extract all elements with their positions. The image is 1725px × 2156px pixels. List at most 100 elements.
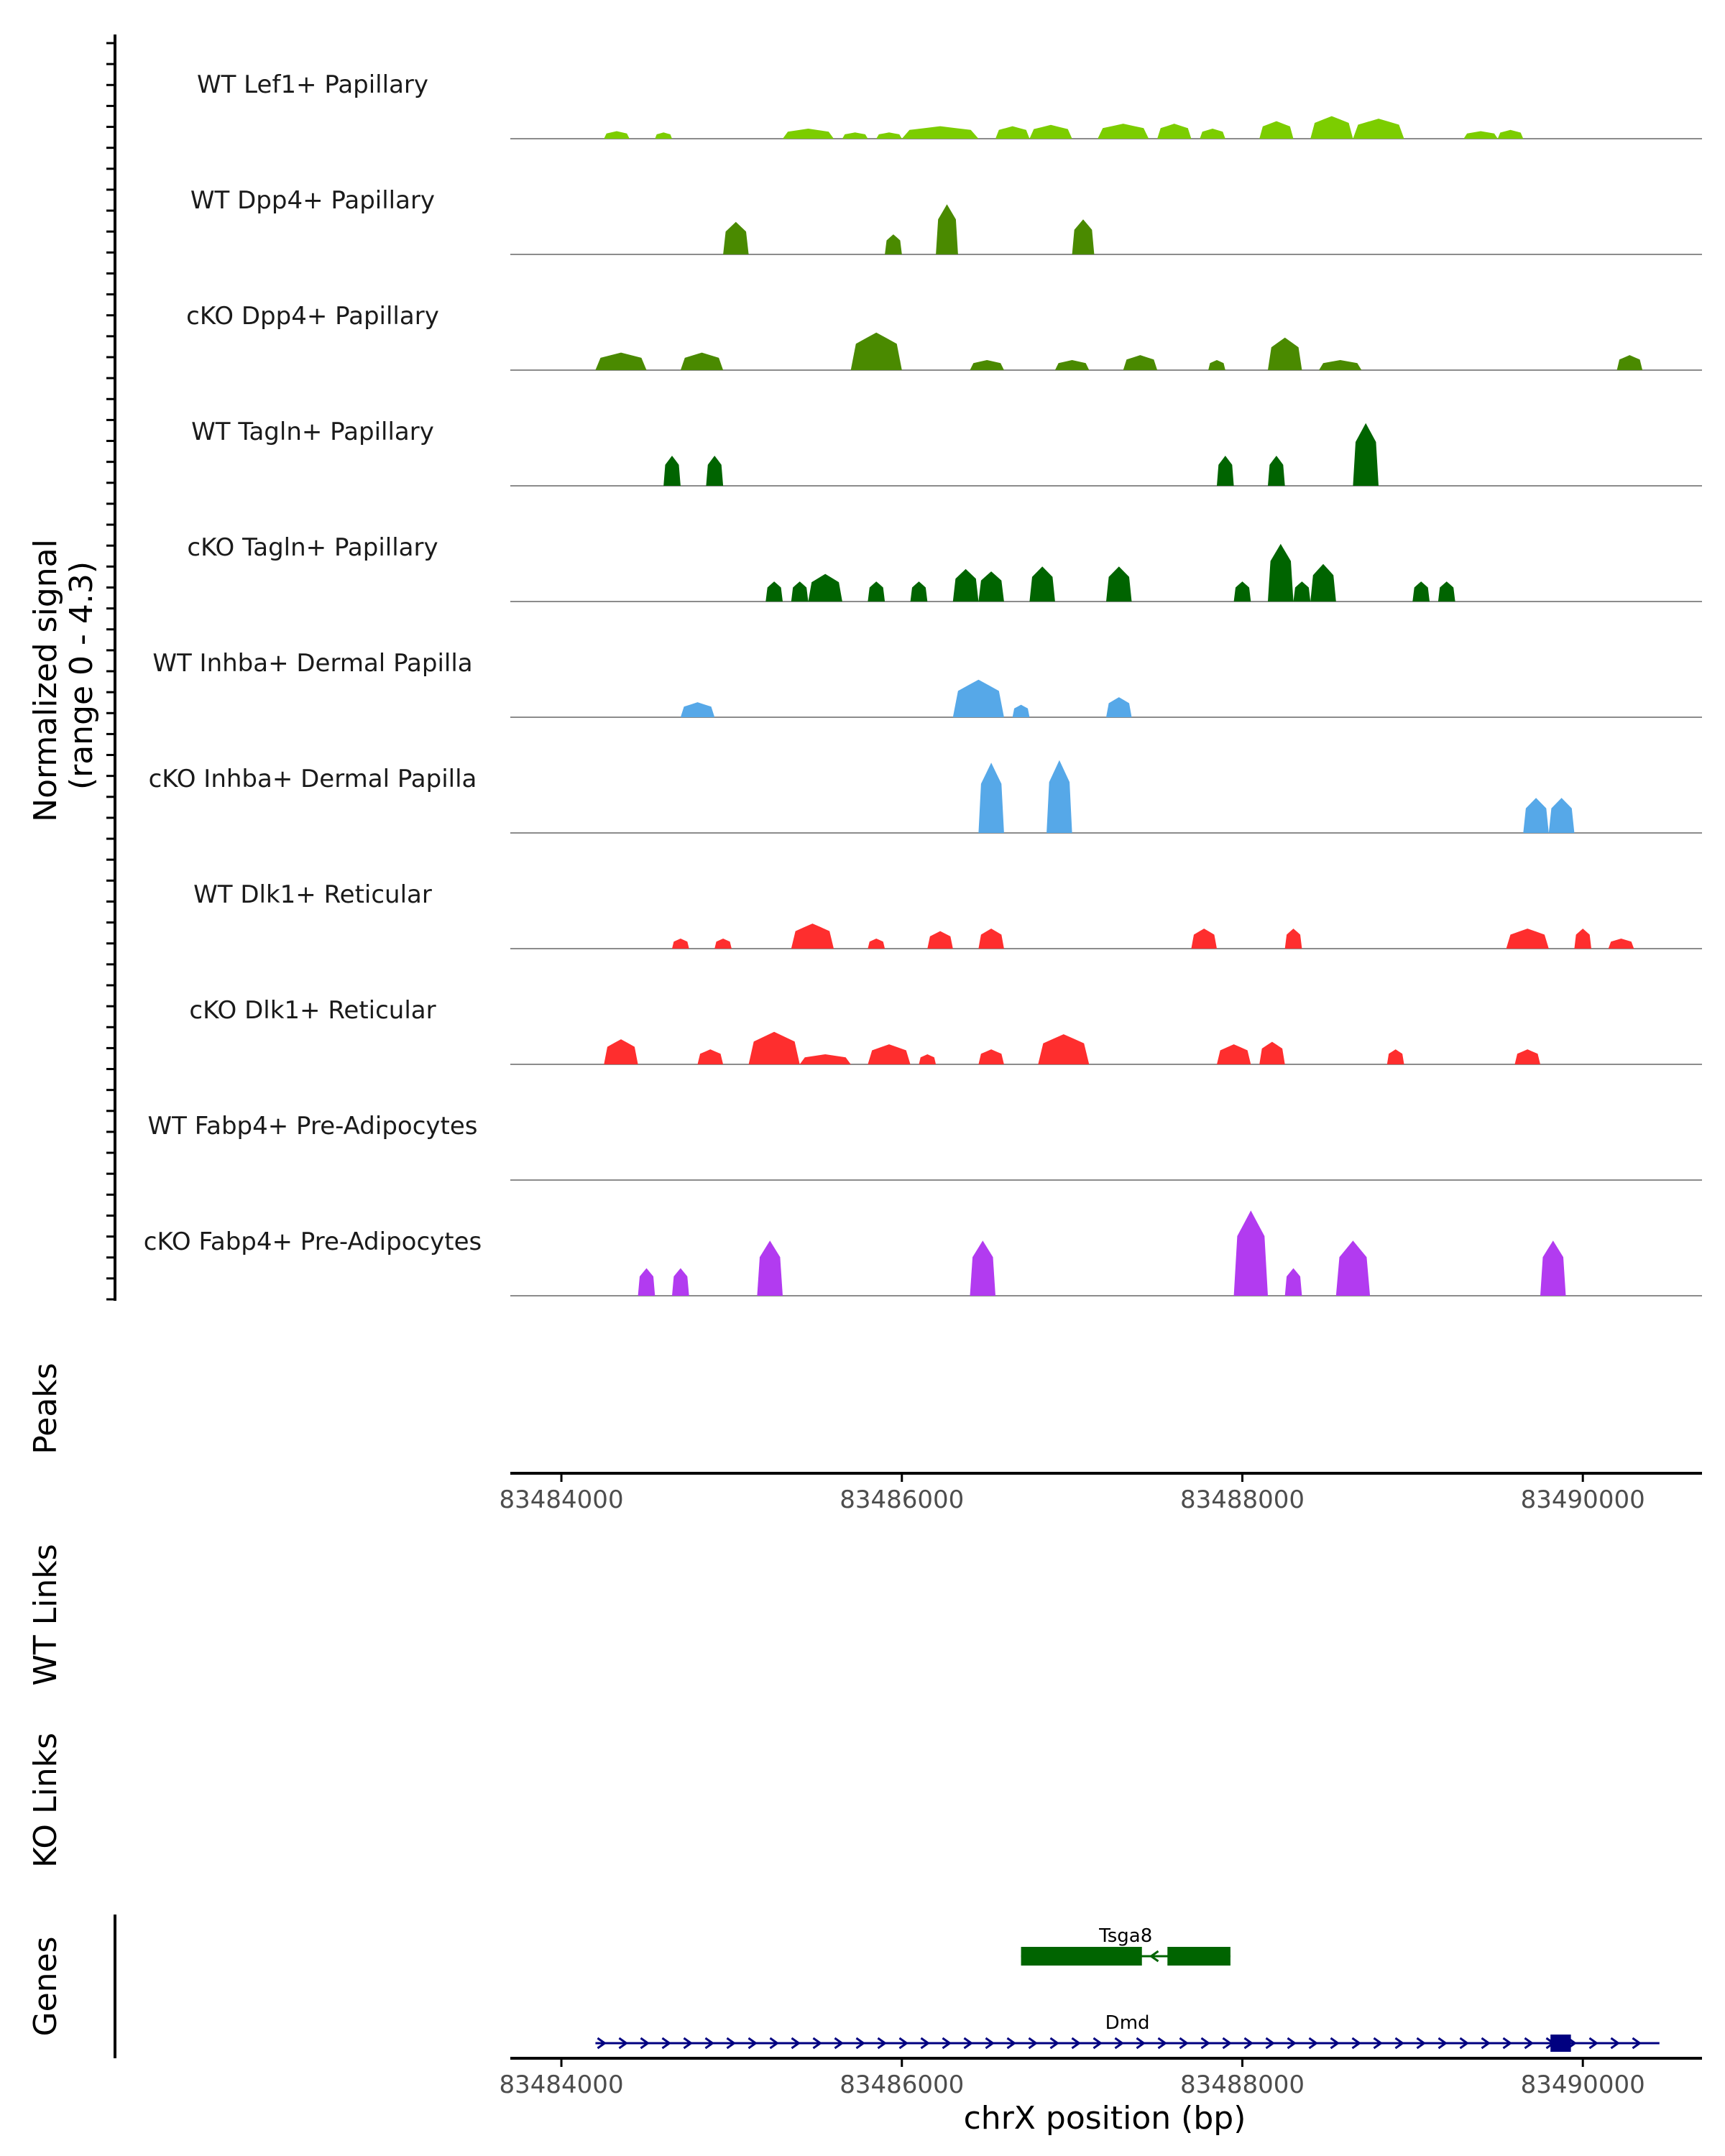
x-tick-label: 83486000 <box>840 2070 964 2099</box>
strand-arrow <box>618 2037 629 2050</box>
signal-axis-title: Normalized signal (range 0 - 4.3) <box>27 529 100 822</box>
gene-tsga8: Tsga8 <box>1021 1925 1230 1966</box>
coverage-peak <box>706 456 724 486</box>
coverage-peak <box>663 456 681 486</box>
coverage-peak <box>910 581 928 602</box>
genes-track-title: Genes <box>27 1936 64 2036</box>
peaks-x-axis: 83484000 83486000 83488000 83490000 <box>500 1473 1645 1514</box>
strand-arrow <box>791 2037 801 2050</box>
coverage-peak <box>1259 1041 1285 1064</box>
coverage-peak <box>927 931 953 949</box>
coverage-peak <box>714 939 732 949</box>
coverage-peak <box>791 581 809 602</box>
x-tick-label: 83484000 <box>500 1485 624 1514</box>
wt-links-title: WT Links <box>27 1544 64 1685</box>
coverage-peak <box>1353 119 1404 139</box>
coverage-peak <box>868 581 886 602</box>
strand-arrow <box>877 2037 888 2050</box>
peaks-track-title: Peaks <box>27 1363 64 1454</box>
coverage-peak <box>1412 581 1430 602</box>
track-label: cKO Dlk1+ Reticular <box>189 996 436 1025</box>
coverage-peak <box>680 702 715 717</box>
coverage-peak <box>1259 121 1294 139</box>
strand-arrow <box>920 2037 931 2050</box>
strand-arrow <box>1265 2037 1276 2050</box>
coverage-track: WT Tagln+ Papillary <box>191 418 1702 487</box>
coverage-peak <box>723 221 749 254</box>
strand-arrow <box>1179 2037 1190 2050</box>
track-label: WT Inhba+ Dermal Papilla <box>152 649 472 678</box>
track-label: cKO Tagln+ Papillary <box>187 533 438 562</box>
strand-arrow <box>855 2037 866 2050</box>
coverage-peak <box>680 352 724 370</box>
coverage-track: WT Dpp4+ Papillary <box>190 186 1702 255</box>
track-label: cKO Dpp4+ Papillary <box>186 302 439 331</box>
coverage-peak <box>1268 337 1302 370</box>
coverage-peak <box>842 132 868 139</box>
coverage-peak <box>1335 1240 1371 1296</box>
coverage-peak <box>978 929 1004 949</box>
strand-arrow <box>1136 2037 1146 2050</box>
coverage-peak <box>1054 360 1090 370</box>
coverage-peak <box>1038 1034 1090 1064</box>
coverage-peak <box>970 360 1004 370</box>
strand-arrow <box>812 2037 823 2050</box>
coverage-peak <box>1012 704 1030 717</box>
track-label: cKO Fabp4+ Pre-Adipocytes <box>144 1227 482 1256</box>
coverage-track: cKO Dlk1+ Reticular <box>189 996 1702 1065</box>
coverage-peak <box>799 1054 851 1064</box>
coverage-track: cKO Dpp4+ Papillary <box>186 302 1702 371</box>
strand-arrow <box>1481 2037 1491 2050</box>
strand-arrow <box>1287 2037 1297 2050</box>
track-label: WT Dlk1+ Reticular <box>193 880 432 909</box>
coverage-peak <box>952 679 1004 717</box>
strand-arrow <box>1502 2037 1513 2050</box>
coverage-peak <box>1217 1044 1251 1064</box>
gene-exon <box>1021 1947 1142 1966</box>
coverage-peak <box>1098 124 1149 139</box>
strand-arrow <box>1588 2037 1599 2050</box>
coverage-track: WT Inhba+ Dermal Papilla <box>152 649 1702 718</box>
coverage-peak <box>1233 581 1251 602</box>
strand-arrow <box>704 2037 715 2050</box>
gene-exon <box>1550 2035 1571 2052</box>
coverage-peak <box>1616 355 1643 370</box>
coverage-peak <box>1123 355 1158 370</box>
coverage-peak <box>1310 563 1336 602</box>
strand-arrow <box>1438 2037 1448 2050</box>
strand-arrow <box>963 2037 974 2050</box>
strand-arrow <box>597 2037 607 2050</box>
gene-name-label: Dmd <box>1105 2012 1150 2034</box>
strand-arrow <box>1459 2037 1470 2050</box>
strand-arrow <box>683 2037 694 2050</box>
strand-arrow <box>1610 2037 1621 2050</box>
coverage-peak <box>952 568 979 602</box>
gene-dmd: Dmd <box>595 2012 1660 2052</box>
strand-arrow <box>834 2037 845 2050</box>
strand-arrow <box>1092 2037 1103 2050</box>
coverage-peak <box>1268 543 1294 602</box>
coverage-peak <box>757 1240 783 1296</box>
coverage-track: WT Fabp4+ Pre-Adipocytes <box>148 1112 1702 1181</box>
coverage-peak <box>1029 124 1072 139</box>
coverage-peak <box>1438 581 1455 602</box>
coverage-peak <box>901 126 979 139</box>
strand-arrow <box>942 2037 952 2050</box>
coverage-peak <box>1506 929 1549 949</box>
coverage-peak <box>672 1268 689 1296</box>
coverage-peak <box>1548 798 1575 833</box>
x-tick-label: 83486000 <box>840 1485 964 1514</box>
coverage-peak <box>1072 219 1095 254</box>
strand-arrow <box>1330 2037 1340 2050</box>
strand-arrow <box>1416 2037 1427 2050</box>
strand-arrow <box>1157 2037 1168 2050</box>
coverage-peak <box>868 1044 911 1064</box>
gene-track: Tsga8 Dmd <box>595 1925 1660 2052</box>
strand-arrow <box>1200 2037 1211 2050</box>
coverage-peak <box>936 204 958 254</box>
strand-arrow <box>1632 2037 1642 2050</box>
coverage-peak <box>919 1054 937 1064</box>
track-label: WT Dpp4+ Papillary <box>190 186 435 215</box>
track-label: cKO Inhba+ Dermal Papilla <box>149 765 477 793</box>
